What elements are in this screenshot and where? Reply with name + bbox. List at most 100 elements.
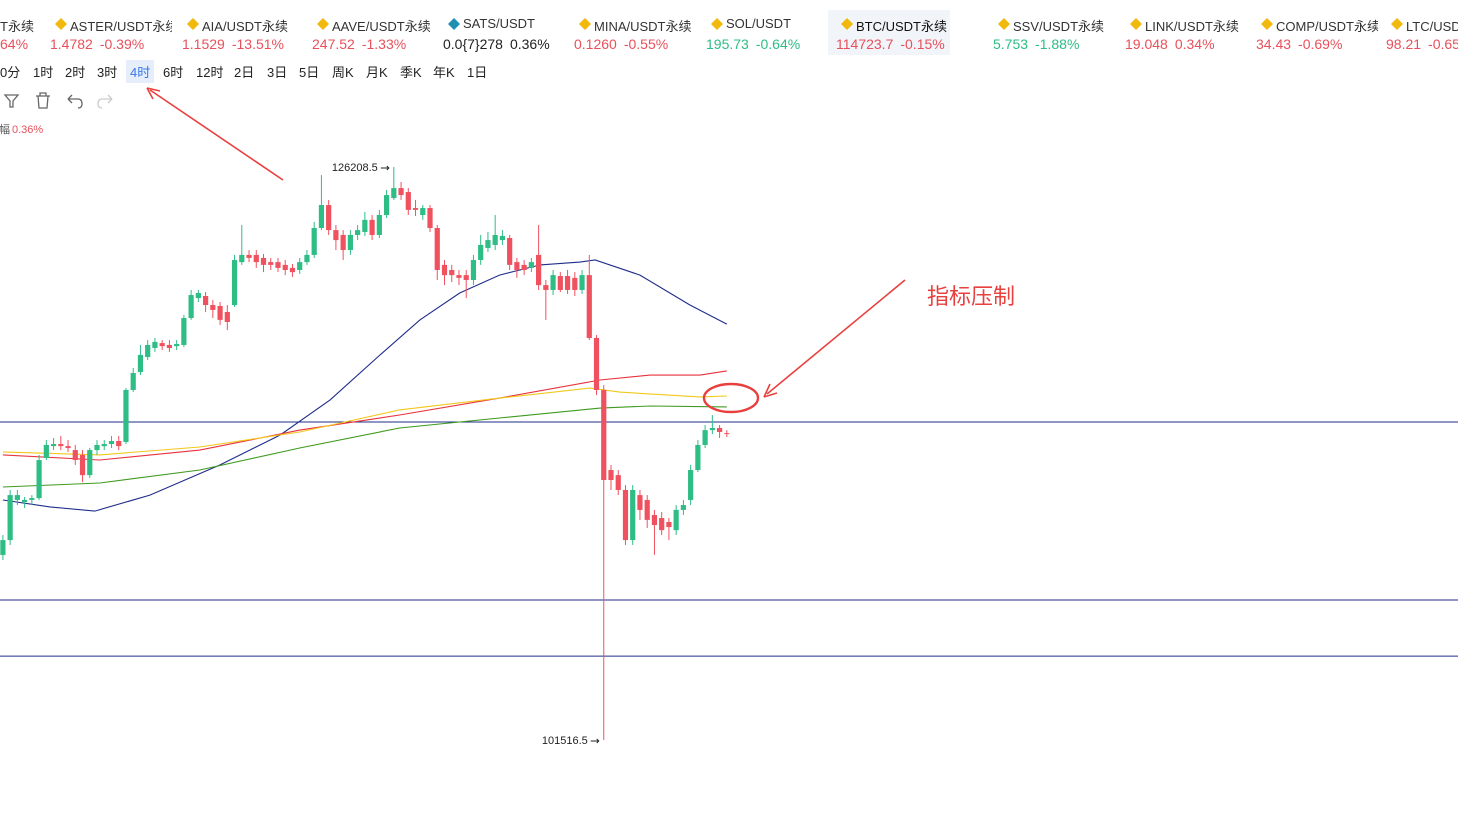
info-value: 0.36% <box>12 124 44 136</box>
candle-body <box>398 188 404 196</box>
candle-body <box>231 260 238 306</box>
timeframe-button[interactable]: 6时 <box>163 65 184 80</box>
timeframe-button[interactable]: 季K <box>400 65 422 80</box>
candle-body <box>166 344 173 348</box>
extreme-price-label: 126208.5 <box>332 162 378 174</box>
candle-body <box>441 264 448 276</box>
ticker-name: LTC/USDT永续 <box>1406 19 1458 34</box>
candle-body <box>7 495 13 541</box>
ticker[interactable]: SATS/USDT 0.0{7}278 0.36% <box>443 10 565 55</box>
candle-body <box>362 219 368 232</box>
candle-body <box>260 257 267 265</box>
icon-shape <box>317 18 329 30</box>
arrow-head <box>763 383 778 398</box>
timeframe-button[interactable]: 3时 <box>97 65 118 80</box>
candle-body <box>145 344 151 358</box>
ticker-change: -1.33% <box>361 36 407 52</box>
candle-body <box>297 262 303 271</box>
ticker-icon <box>1391 18 1403 30</box>
candle-body <box>123 389 129 442</box>
ticker-quote: 98.21 -0.65% <box>1386 36 1458 52</box>
toolbar <box>3 92 113 109</box>
candle-body <box>702 430 708 445</box>
timeframe-button[interactable]: 2时 <box>65 65 86 80</box>
ticker[interactable]: AAVE/USDT永续 247.52 -1.33% <box>312 10 434 55</box>
timeframe-button[interactable]: 年K <box>433 65 455 80</box>
ticker-name: SATS/USDT <box>463 16 535 31</box>
arrow-line <box>149 89 284 181</box>
candle-body <box>724 433 730 435</box>
candle-body <box>79 454 86 476</box>
ticker-change: 64% <box>0 36 29 52</box>
timeframe-button[interactable]: 月K <box>366 65 388 80</box>
filter-icon[interactable] <box>3 94 20 108</box>
ticker[interactable]: ASTER/USDT永续 1.4782 -0.39% <box>50 10 172 55</box>
candle-body <box>195 292 201 299</box>
ticker-quote: 0.1260 -0.55% <box>574 36 668 52</box>
candle-body <box>152 341 158 348</box>
timeframe-button[interactable]: 4时 <box>126 60 155 83</box>
ticker[interactable]: T永续 64% <box>0 10 122 55</box>
candle-body <box>36 460 42 499</box>
ticker[interactable]: AIA/USDT永续 1.1529 -13.51% <box>182 10 304 55</box>
timeframe-button[interactable]: 0分 <box>0 65 21 80</box>
ticker-quote: 0.0{7}278 0.36% <box>443 36 550 52</box>
ticker[interactable]: SOL/USDT 195.73 -0.64% <box>706 10 828 55</box>
timeframe-button[interactable]: 周K <box>332 65 354 80</box>
ticker-quote: 1.4782 -0.39% <box>50 36 144 52</box>
ticker-icon <box>55 18 67 30</box>
candle-body <box>246 254 252 258</box>
candle-body <box>709 428 715 431</box>
icon-shape <box>1261 18 1273 30</box>
candle-body <box>210 305 216 310</box>
extreme-arrow <box>590 738 600 744</box>
ticker[interactable]: LTC/USDT永续 98.21 -0.65% <box>1386 10 1458 55</box>
ticker[interactable]: LINK/USDT永续 19.048 0.34% <box>1125 10 1247 55</box>
candle-body <box>268 262 274 265</box>
timeframe-button[interactable]: 1时 <box>33 65 54 80</box>
arrow-line <box>766 279 906 395</box>
ticker[interactable]: MINA/USDT永续 0.1260 -0.55% <box>574 10 696 55</box>
candle-body <box>434 228 440 271</box>
extreme-price-label: 101516.5 <box>542 735 588 747</box>
candle-body <box>651 515 658 526</box>
ticker-price: 1.4782 <box>50 36 93 52</box>
candle-body <box>449 270 455 276</box>
delete-icon[interactable] <box>36 92 50 109</box>
arrow-head <box>146 87 161 100</box>
candle-body <box>369 219 375 235</box>
redo-icon[interactable] <box>97 94 113 109</box>
moving-average-line <box>2 387 727 456</box>
candle-body <box>521 264 527 271</box>
candle-body <box>586 275 592 338</box>
candle-body <box>427 208 433 229</box>
ticker[interactable]: COMP/USDT永续 34.43 -0.69% <box>1256 10 1378 55</box>
candle-body <box>72 450 78 461</box>
ticker-change: 0.34% <box>1174 36 1215 52</box>
candle-body <box>543 285 549 290</box>
ticker-name: AAVE/USDT永续 <box>332 19 431 34</box>
ticker-change: -0.39% <box>99 36 145 52</box>
icon-shape <box>448 18 460 30</box>
timeframe-button[interactable]: 12时 <box>196 65 224 80</box>
ticker-quote: 34.43 -0.69% <box>1256 36 1342 52</box>
timeframe-button[interactable]: 2日 <box>234 65 255 80</box>
timeframe-button[interactable]: 1日 <box>467 65 488 80</box>
candle-body <box>391 188 397 199</box>
ticker-quote: 5.753 -1.88% <box>993 36 1079 52</box>
undo-icon[interactable] <box>67 94 83 109</box>
candle-body <box>492 234 498 245</box>
candle-body <box>695 444 701 471</box>
candle-body <box>579 275 585 290</box>
timeframe-button[interactable]: 3日 <box>267 65 288 80</box>
ticker[interactable]: BTC/USDT永续 114723.7 -0.15% <box>828 10 950 55</box>
ticker-name: COMP/USDT永续 <box>1276 19 1378 34</box>
ticker-name: ASTER/USDT永续 <box>70 19 172 34</box>
ticker-icon <box>187 18 199 30</box>
extreme-arrow <box>380 165 390 171</box>
candle-body <box>644 499 650 520</box>
ticker[interactable]: SSV/USDT永续 5.753 -1.88% <box>993 10 1115 55</box>
timeframe-button[interactable]: 5日 <box>299 65 320 80</box>
candle-body <box>29 498 35 500</box>
candle-body <box>383 195 390 216</box>
